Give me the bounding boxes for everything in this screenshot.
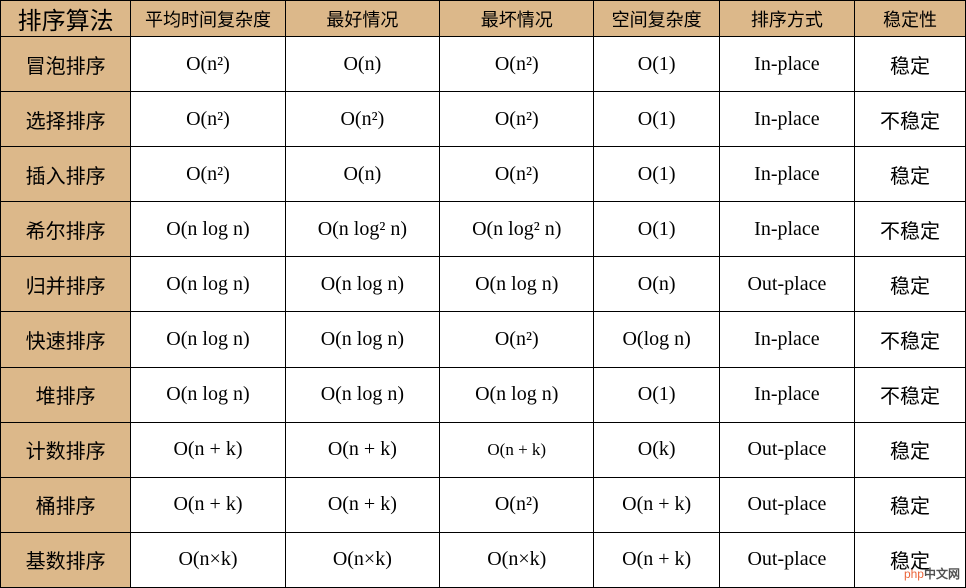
row-header: 归并排序 — [1, 257, 131, 312]
table-cell: O(n + k) — [440, 422, 594, 477]
table-row: 冒泡排序O(n²)O(n)O(n²)O(1)In-place稳定 — [1, 37, 966, 92]
table-cell: O(n×k) — [440, 532, 594, 587]
row-header: 基数排序 — [1, 532, 131, 587]
table-cell: O(n) — [285, 37, 439, 92]
table-cell: 不稳定 — [854, 202, 965, 257]
table-row: 归并排序O(n log n)O(n log n)O(n log n)O(n)Ou… — [1, 257, 966, 312]
table-row: 堆排序O(n log n)O(n log n)O(n log n)O(1)In-… — [1, 367, 966, 422]
table-body: 冒泡排序O(n²)O(n)O(n²)O(1)In-place稳定选择排序O(n²… — [1, 37, 966, 588]
table-row: 基数排序O(n×k)O(n×k)O(n×k)O(n + k)Out-place稳… — [1, 532, 966, 587]
col-header: 最好情况 — [285, 1, 439, 37]
table-cell: 不稳定 — [854, 367, 965, 422]
table-cell: O(k) — [594, 422, 719, 477]
table-cell: O(n²) — [131, 92, 285, 147]
table-cell: O(n) — [594, 257, 719, 312]
col-header: 稳定性 — [854, 1, 965, 37]
table-cell: O(n log n) — [285, 367, 439, 422]
table-cell: O(n log n) — [131, 257, 285, 312]
table-cell: In-place — [719, 312, 854, 367]
table-cell: O(n×k) — [285, 532, 439, 587]
table-cell: O(n²) — [440, 147, 594, 202]
table-row: 桶排序O(n + k)O(n + k)O(n²)O(n + k)Out-plac… — [1, 477, 966, 532]
table-cell: Out-place — [719, 477, 854, 532]
table-cell: O(n²) — [440, 477, 594, 532]
table-cell: O(n log n) — [131, 367, 285, 422]
table-cell: 稳定 — [854, 147, 965, 202]
table-cell: Out-place — [719, 257, 854, 312]
table-cell: O(1) — [594, 367, 719, 422]
table-cell: 不稳定 — [854, 92, 965, 147]
table-row: 选择排序O(n²)O(n²)O(n²)O(1)In-place不稳定 — [1, 92, 966, 147]
table-cell: 稳定 — [854, 422, 965, 477]
table-cell: O(n×k) — [131, 532, 285, 587]
table-cell: In-place — [719, 202, 854, 257]
table-row: 计数排序O(n + k)O(n + k)O(n + k)O(k)Out-plac… — [1, 422, 966, 477]
col-header: 排序方式 — [719, 1, 854, 37]
table-cell: O(n²) — [440, 92, 594, 147]
table-cell: O(1) — [594, 37, 719, 92]
table-cell: O(n + k) — [131, 422, 285, 477]
row-header: 快速排序 — [1, 312, 131, 367]
row-header: 希尔排序 — [1, 202, 131, 257]
table-header-row: 排序算法 平均时间复杂度 最好情况 最坏情况 空间复杂度 排序方式 稳定性 — [1, 1, 966, 37]
table-cell: 稳定 — [854, 477, 965, 532]
table-cell: 不稳定 — [854, 312, 965, 367]
table-cell: O(n log n) — [131, 312, 285, 367]
table-cell: O(n log n) — [285, 257, 439, 312]
table-row: 快速排序O(n log n)O(n log n)O(n²)O(log n)In-… — [1, 312, 966, 367]
table-cell: O(n²) — [285, 92, 439, 147]
row-header: 桶排序 — [1, 477, 131, 532]
table-cell: 稳定 — [854, 37, 965, 92]
table-row: 希尔排序O(n log n)O(n log² n)O(n log² n)O(1)… — [1, 202, 966, 257]
table-cell: In-place — [719, 367, 854, 422]
table-cell: In-place — [719, 92, 854, 147]
table-cell: O(1) — [594, 202, 719, 257]
table-cell: 稳定 — [854, 532, 965, 587]
table-cell: O(n log n) — [131, 202, 285, 257]
row-header: 选择排序 — [1, 92, 131, 147]
table-cell: O(n²) — [440, 312, 594, 367]
table-cell: O(n + k) — [285, 477, 439, 532]
table-row: 插入排序O(n²)O(n)O(n²)O(1)In-place稳定 — [1, 147, 966, 202]
table-cell: O(n log² n) — [285, 202, 439, 257]
table-cell: O(1) — [594, 92, 719, 147]
table-corner-cell: 排序算法 — [1, 1, 131, 37]
table-cell: O(n log² n) — [440, 202, 594, 257]
table-cell: O(n + k) — [594, 477, 719, 532]
col-header: 最坏情况 — [440, 1, 594, 37]
sorting-algorithms-table: 排序算法 平均时间复杂度 最好情况 最坏情况 空间复杂度 排序方式 稳定性 冒泡… — [0, 0, 966, 588]
row-header: 冒泡排序 — [1, 37, 131, 92]
table-cell: O(n + k) — [594, 532, 719, 587]
table-cell: 稳定 — [854, 257, 965, 312]
table-cell: O(1) — [594, 147, 719, 202]
table-cell: O(n + k) — [131, 477, 285, 532]
table-cell: O(n log n) — [285, 312, 439, 367]
table-cell: Out-place — [719, 532, 854, 587]
row-header: 计数排序 — [1, 422, 131, 477]
table-cell: O(n²) — [131, 147, 285, 202]
table-cell: O(log n) — [594, 312, 719, 367]
row-header: 堆排序 — [1, 367, 131, 422]
table-cell: O(n²) — [131, 37, 285, 92]
table-cell: O(n log n) — [440, 257, 594, 312]
table-cell: O(n + k) — [285, 422, 439, 477]
row-header: 插入排序 — [1, 147, 131, 202]
table-cell: In-place — [719, 37, 854, 92]
col-header: 平均时间复杂度 — [131, 1, 285, 37]
col-header: 空间复杂度 — [594, 1, 719, 37]
table-cell: O(n²) — [440, 37, 594, 92]
table-cell: O(n log n) — [440, 367, 594, 422]
table-cell: O(n) — [285, 147, 439, 202]
table-cell: Out-place — [719, 422, 854, 477]
table-cell: In-place — [719, 147, 854, 202]
